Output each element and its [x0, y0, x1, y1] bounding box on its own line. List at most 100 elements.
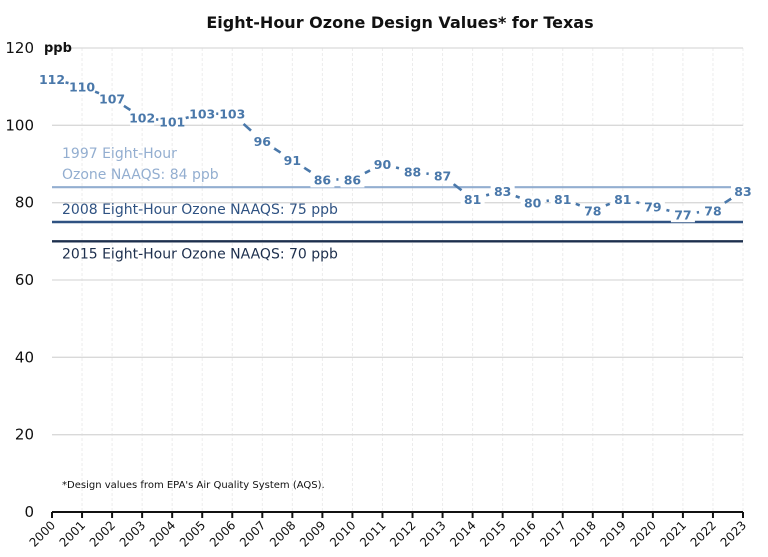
series-line-segment: [605, 202, 611, 207]
data-label-background: [731, 184, 755, 200]
data-label-background: [70, 79, 95, 95]
data-label-background: [40, 71, 64, 87]
data-label-background: [700, 203, 725, 219]
series-line-segment: [485, 193, 490, 197]
data-label-background: [580, 203, 605, 219]
data-label: 78: [584, 203, 601, 218]
x-tick-label: 2020: [627, 518, 658, 549]
chart-title: Eight-Hour Ozone Design Values* for Texa…: [206, 13, 593, 32]
reference-line-label: 2015 Eight-Hour Ozone NAAQS: 70 ppb: [62, 246, 338, 262]
grid-lines: [52, 47, 744, 512]
data-label: 103: [219, 107, 245, 122]
data-label-background: [520, 195, 545, 211]
x-tick-label: 2000: [27, 518, 58, 549]
data-label-background: [190, 106, 215, 122]
data-label-background: [670, 207, 695, 223]
x-tick-label: 2013: [417, 518, 448, 549]
series-line-segment: [452, 183, 463, 192]
x-tick-label: 2022: [688, 518, 719, 549]
series-line-segment: [303, 166, 312, 173]
series-line-segment: [94, 90, 100, 95]
series-line-segment: [575, 202, 581, 207]
data-label: 112: [39, 72, 65, 87]
series-line-segment: [364, 169, 371, 175]
data-label-background: [100, 91, 125, 107]
data-label-background: [640, 199, 665, 215]
series-line-segment: [242, 122, 252, 132]
data-label: 96: [254, 134, 272, 149]
data-label: 107: [99, 91, 125, 106]
x-tick-label: 2011: [357, 518, 388, 549]
data-label: 103: [189, 107, 215, 122]
series-line-segment: [395, 166, 400, 170]
data-label-background: [220, 106, 245, 122]
x-tick-label: 2009: [297, 518, 328, 549]
data-label: 88: [404, 165, 421, 180]
series-line-segment: [185, 115, 189, 120]
data-label-background: [370, 157, 395, 172]
series-line-segment: [515, 194, 521, 199]
x-tick-label: 2006: [207, 518, 238, 549]
x-tick-label: 2008: [267, 518, 298, 549]
data-label: 83: [494, 184, 511, 199]
y-axis-unit-label: ppb: [44, 41, 72, 56]
series-line-segment: [123, 104, 132, 112]
y-tick-label: 120: [5, 39, 34, 57]
data-label-background: [340, 172, 365, 188]
data-label-background: [160, 114, 185, 130]
data-label-background: [490, 184, 515, 200]
data-label: 90: [374, 157, 392, 172]
x-tick-label: 2015: [477, 518, 508, 549]
reference-lines: 1997 Eight-Hour Ozone NAAQS: 84 ppb 2008 E…: [52, 146, 743, 262]
data-label-background: [280, 153, 305, 169]
reference-line-label: 2008 Eight-Hour Ozone NAAQS: 75 ppb: [62, 202, 338, 218]
data-label: 77: [674, 207, 691, 222]
x-tick-label: 2023: [718, 518, 749, 549]
data-label: 102: [129, 111, 155, 126]
reference-line-label: 1997 Eight-Hour: [62, 146, 177, 162]
data-label: 86: [314, 172, 332, 187]
y-tick-label: 80: [15, 194, 34, 212]
x-tick-label: 2007: [237, 518, 268, 549]
data-label-background: [550, 191, 575, 207]
x-tick-label: 2012: [387, 518, 418, 549]
x-tick-label: 2004: [147, 518, 178, 549]
footnote: *Design values from EPA's Air Quality Sy…: [62, 480, 325, 491]
data-label-background: [430, 168, 455, 184]
series-line-segment: [666, 208, 670, 213]
series-line-segment: [273, 147, 282, 154]
y-tick-label: 20: [15, 426, 34, 444]
y-tick-label: 100: [5, 116, 34, 134]
y-axis-ticks: 0 20 40 60 80 100 120: [5, 39, 34, 521]
data-label: 110: [69, 80, 95, 95]
data-label-background: [130, 110, 155, 126]
y-tick-label: 60: [15, 271, 34, 289]
x-tick-label: 2010: [327, 518, 358, 549]
data-label: 83: [734, 184, 751, 199]
data-label: 91: [284, 153, 301, 168]
x-tick-label: 2014: [447, 518, 478, 549]
data-label: 80: [524, 196, 542, 211]
data-label: 78: [704, 203, 721, 218]
data-label: 79: [644, 200, 661, 215]
reference-line-label: Ozone NAAQS: 84 ppb: [62, 167, 219, 183]
series-line-segment: [65, 81, 69, 85]
x-tick-label: 2016: [507, 518, 538, 549]
x-tick-label: 2001: [57, 518, 88, 549]
x-tick-label: 2018: [567, 518, 598, 549]
data-label-background: [400, 164, 425, 180]
y-tick-label: 0: [24, 503, 34, 521]
data-label-background: [310, 172, 335, 188]
x-tick-label: 2002: [87, 518, 118, 549]
data-label: 81: [554, 192, 571, 207]
x-tick-label: 2005: [177, 518, 208, 549]
x-tick-label: 2019: [597, 518, 628, 549]
data-label: 87: [434, 169, 451, 184]
data-label: 86: [344, 172, 362, 187]
series-line-segment: [636, 201, 640, 205]
data-label-background: [250, 133, 275, 149]
data-label-background: [460, 191, 485, 207]
x-tick-label: 2017: [537, 518, 568, 549]
y-tick-label: 40: [15, 348, 34, 366]
